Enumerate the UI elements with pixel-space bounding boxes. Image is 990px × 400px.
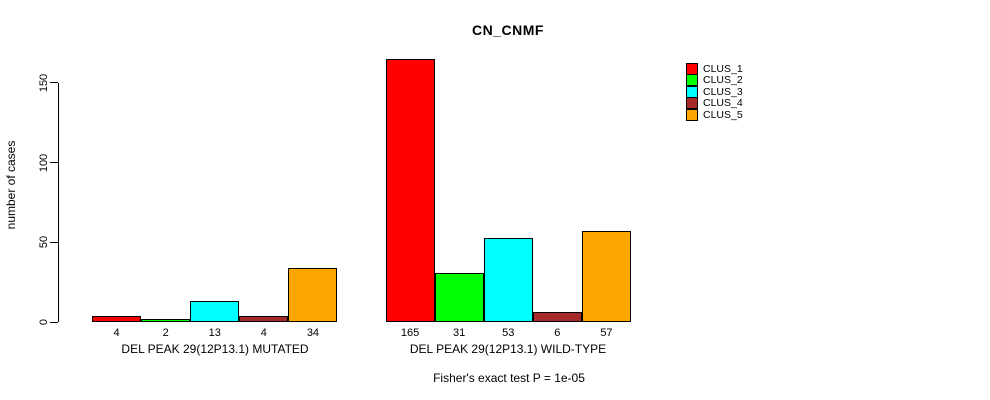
y-axis-line	[58, 83, 59, 322]
bar-clus_5-group1	[288, 267, 338, 322]
bar-value-label: 53	[502, 327, 515, 339]
bar-value-label: 31	[453, 327, 466, 339]
legend-swatch-icon	[686, 108, 698, 121]
bar-value-label: 4	[113, 327, 120, 339]
chart-title: CN_CNMF	[472, 22, 544, 38]
y-tick-mark	[50, 162, 58, 164]
bar-clus_3-group2	[483, 237, 533, 322]
legend-label: CLUS_1	[703, 62, 743, 75]
group-label-wild-type: DEL PEAK 29(12P13.1) WILD-TYPE	[409, 342, 607, 356]
y-axis-label: number of cases	[4, 140, 18, 230]
legend-item-clus_3: CLUS_3	[686, 85, 743, 98]
bar-clus_1-group2	[385, 58, 435, 322]
legend: CLUS_1 CLUS_2 CLUS_3 CLUS_4 CLUS_5	[686, 62, 743, 121]
bar-value-label: 57	[600, 327, 613, 339]
bar-clus_1-group1	[92, 315, 142, 322]
y-tick-label: 0	[38, 318, 50, 326]
bar-clus_3-group1	[190, 301, 240, 322]
bar-value-label: 6	[554, 327, 561, 339]
y-tick-label: 100	[38, 153, 50, 172]
y-tick-label: 50	[38, 236, 50, 249]
legend-label: CLUS_2	[703, 74, 743, 87]
bar-clus_5-group2	[581, 231, 631, 322]
y-tick-mark	[50, 321, 58, 323]
legend-item-clus_5: CLUS_5	[686, 108, 743, 121]
legend-swatch-icon	[686, 74, 698, 87]
legend-label: CLUS_4	[703, 97, 743, 110]
y-tick-mark	[50, 82, 58, 84]
annotation-text: Fisher's exact test P = 1e-05	[433, 371, 585, 385]
legend-label: CLUS_3	[703, 85, 743, 98]
legend-item-clus_2: CLUS_2	[686, 74, 743, 87]
bar-value-label: 13	[208, 327, 221, 339]
bar-clus_4-group1	[239, 315, 289, 322]
legend-swatch-icon	[686, 62, 698, 75]
legend-label: CLUS_5	[703, 108, 743, 121]
bar-value-label: 4	[260, 327, 267, 339]
bar-value-label: 165	[400, 327, 420, 339]
y-tick-mark	[50, 241, 58, 243]
bar-clus_4-group2	[532, 312, 582, 322]
legend-swatch-icon	[686, 85, 698, 98]
legend-item-clus_4: CLUS_4	[686, 97, 743, 110]
bar-value-label: 34	[306, 327, 320, 339]
legend-swatch-icon	[686, 97, 698, 110]
bar-value-label: 2	[162, 327, 169, 339]
bar-clus_2-group1	[141, 318, 191, 322]
y-tick-label: 150	[38, 73, 50, 93]
group-label-mutated: DEL PEAK 29(12P13.1) MUTATED	[121, 342, 309, 356]
legend-item-clus_1: CLUS_1	[686, 62, 743, 75]
bar-clus_2-group2	[434, 272, 484, 322]
